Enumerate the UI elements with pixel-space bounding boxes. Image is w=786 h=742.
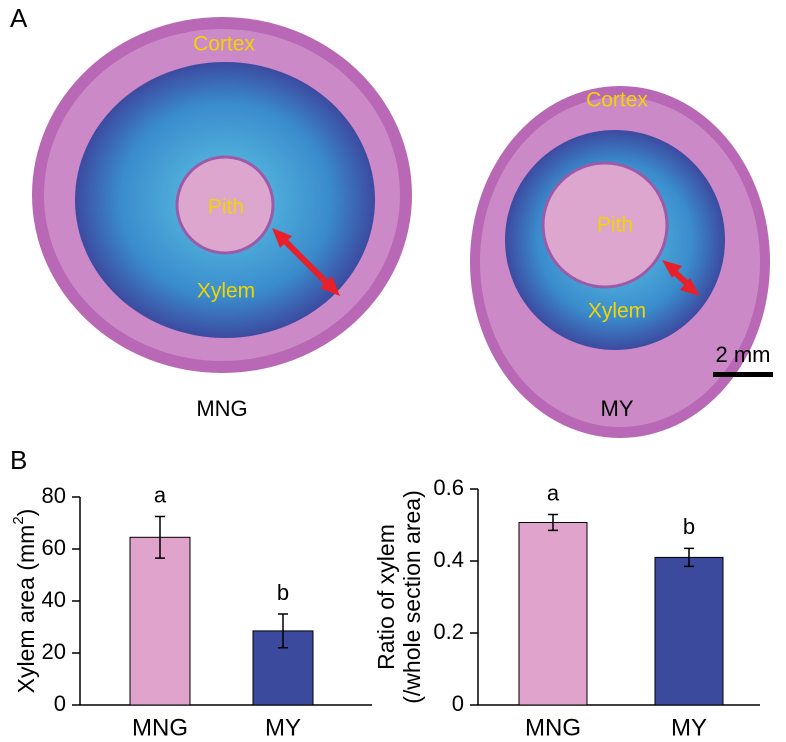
error-bar (684, 547, 694, 568)
significance-letter: a (547, 480, 560, 505)
section-my: Cortex Pith Xylem (470, 86, 770, 438)
label: Pith (597, 214, 633, 237)
y-tick-label: 80 (42, 483, 66, 508)
panel-letter: A (10, 3, 28, 33)
scale-label: 2 mm (716, 342, 771, 367)
y-tick-label: 20 (42, 639, 66, 664)
arrow (277, 233, 335, 291)
label: Xylem (197, 280, 255, 303)
y-tick-label: 60 (42, 535, 66, 560)
panel-letter: B (10, 445, 27, 475)
y-tick-label: 40 (42, 587, 66, 612)
label: Cortex (193, 33, 255, 56)
error-bar (278, 613, 288, 649)
significance-letter: a (154, 482, 167, 507)
section-label: MY (601, 396, 634, 421)
y-tick-label: 0 (54, 691, 66, 716)
y-tick-label: 0.2 (433, 619, 464, 644)
y-axis-label: (/whole section area) (399, 490, 425, 704)
error-bar (155, 515, 165, 559)
x-tick-label: MY (671, 714, 707, 741)
y-tick-label: 0.6 (433, 475, 464, 500)
label: Xylem (588, 300, 646, 323)
bar (654, 556, 724, 706)
y-tick-label: 0 (452, 691, 464, 716)
label-sup: 2 (10, 516, 27, 524)
scale-bar (713, 372, 773, 377)
error-bar (548, 513, 558, 532)
bar (129, 536, 191, 706)
label-part: Xylem area (mm (13, 525, 39, 694)
x-tick-label: MY (265, 714, 301, 741)
x-tick-label: MNG (525, 714, 581, 741)
x-tick-label: MNG (132, 714, 188, 741)
label-part: ) (13, 509, 39, 517)
pith (175, 155, 275, 255)
bar (518, 521, 588, 706)
significance-letter: b (683, 514, 695, 539)
y-axis-label: Xylem area (mm2) (10, 509, 39, 694)
label: Pith (208, 196, 244, 219)
y-tick-label: 0.4 (433, 547, 464, 572)
section-label: MNG (196, 396, 247, 421)
y-axis-label: Ratio of xylem (373, 524, 399, 670)
significance-letter: b (277, 580, 289, 605)
label: Cortex (586, 89, 648, 112)
pith (541, 161, 669, 289)
section-mng: Cortex Pith Xylem (32, 17, 412, 373)
